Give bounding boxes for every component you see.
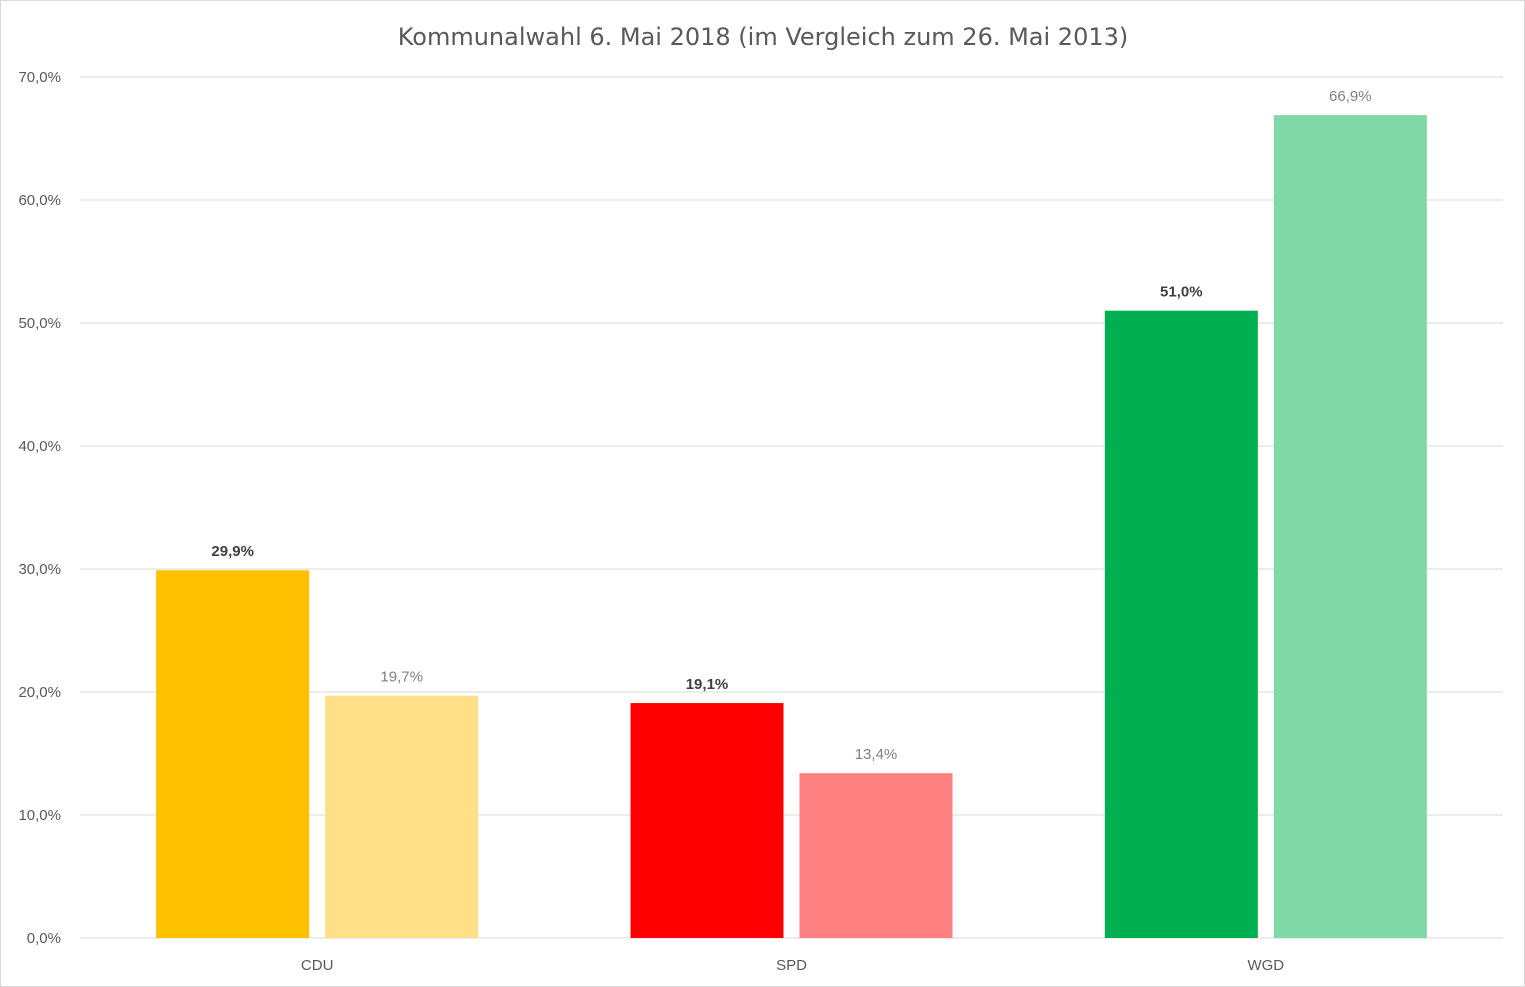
y-tick-label: 30,0%: [18, 561, 61, 578]
data-label: 66,9%: [1329, 88, 1372, 105]
gridlines: [80, 76, 1503, 939]
bar-spd-previous: [799, 773, 953, 938]
data-labels: 29,9% 19,7% 19,1% 13,4% 51,0% 66,9%: [211, 88, 1371, 763]
y-axis-ticks: 0,0% 10,0% 20,0% 30,0% 40,0% 50,0% 60,0% 70,0%: [18, 69, 61, 947]
bar-cdu-previous: [325, 695, 479, 938]
y-tick-label: 60,0%: [18, 192, 61, 209]
bar-wgd-previous: [1273, 115, 1427, 938]
bars: [156, 115, 1427, 938]
y-tick-label: 50,0%: [18, 315, 61, 332]
x-tick-label: WGD: [1247, 957, 1284, 974]
bar-wgd-current: [1104, 310, 1258, 938]
data-label: 51,0%: [1160, 284, 1203, 301]
data-label: 13,4%: [855, 746, 898, 763]
y-tick-label: 40,0%: [18, 438, 61, 455]
chart-title: Kommunalwahl 6. Mai 2018 (im Vergleich z…: [398, 23, 1129, 51]
y-tick-label: 10,0%: [18, 807, 61, 824]
y-tick-label: 70,0%: [18, 69, 61, 86]
x-tick-label: CDU: [301, 957, 334, 974]
data-label: 19,1%: [686, 676, 729, 693]
bar-spd-current: [630, 703, 784, 938]
x-tick-label: SPD: [776, 957, 807, 974]
y-tick-label: 20,0%: [18, 684, 61, 701]
bar-cdu-current: [156, 570, 310, 938]
data-label: 29,9%: [211, 543, 254, 560]
y-tick-label: 0,0%: [27, 930, 61, 947]
x-axis-ticks: CDU SPD WGD: [301, 957, 1284, 974]
data-label: 19,7%: [380, 669, 423, 686]
